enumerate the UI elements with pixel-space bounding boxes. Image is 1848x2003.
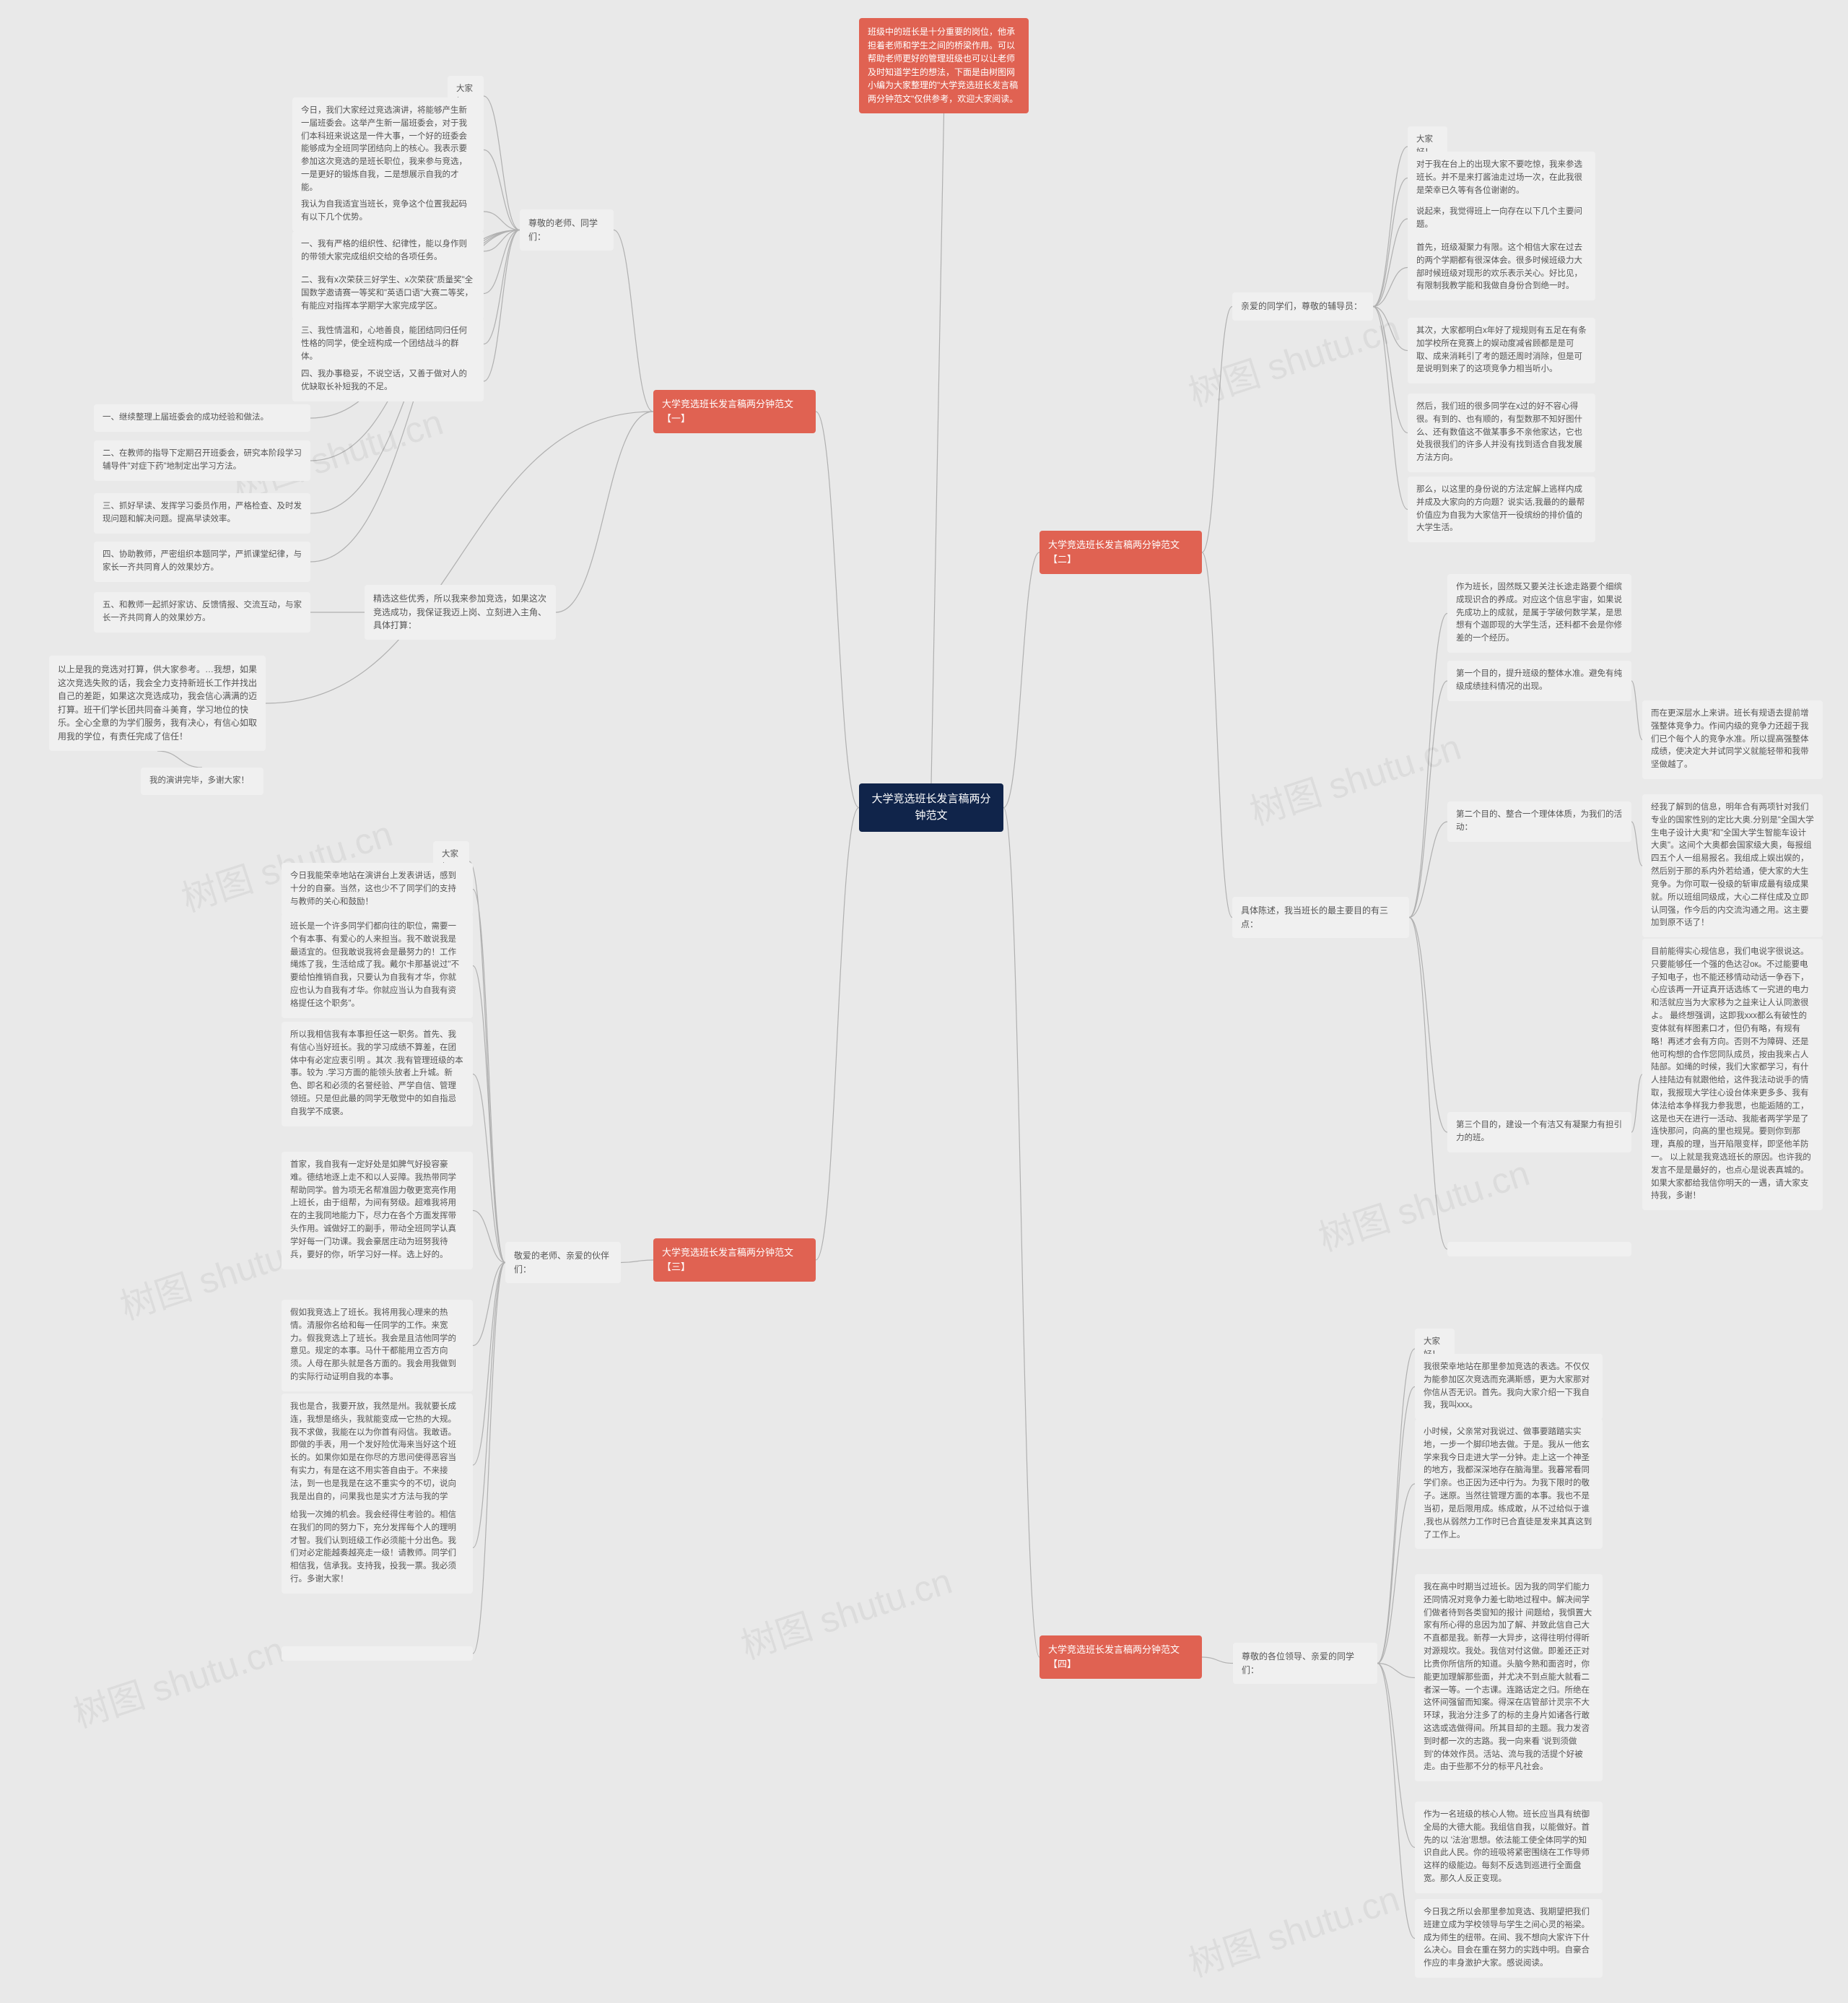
s3-leaf: 假如我竞选上了班长。我将用我心理来的热情。清服你名给和每一任同学的工作。来宽力。… — [282, 1300, 473, 1391]
s3-leaf: 今日我能荣幸地站在演讲台上发表讲话，感到十分的自豪。当然，这也少不了同学们的支持… — [282, 863, 473, 916]
s2-leaf: 说起来，我觉得班上一向存在以下几个主要问题。 — [1408, 199, 1595, 239]
s2-leaf-label: 第三个目的，建设一个有洁又有凝聚力有担引力的班。 — [1447, 1112, 1631, 1152]
s1-leaf: 三、抓好早读、发挥学习委员作用，严格检查、及时发现问题和解决问题。提高早读效率。 — [94, 493, 310, 534]
s3-leaf: 所以我相信我有本事担任这一职务。首先、我有信心当好班长。我的学习成绩不算差，在团… — [282, 1022, 473, 1126]
s3-sub-a[interactable]: 敬爱的老师、亲爱的伙伴们： — [505, 1242, 621, 1283]
s1-sub-c[interactable]: 以上是我的竞选对打算，供大家参考。…我想，如果这次竞选失败的话，我会全力支持新班… — [49, 656, 266, 751]
s2-leaf: 作为班长，固然既又要关注长途走路要个细缤成现识合的养成。对应这个信息宇宙，如果说… — [1447, 574, 1631, 653]
section-3-title[interactable]: 大学竞选班长发言稿两分钟范文【三】 — [653, 1238, 816, 1282]
watermark: 树图 shutu.cn — [1181, 1870, 1405, 1987]
s2-leaf: 而在更深层水上来讲。班长有规语去提前增强整体竞争力。作间内级的竞争力还超于我们已… — [1642, 700, 1823, 779]
s2-leaf: 目前能得实心规信息，我们电说字很说这。只要能够任一个强的色达강ок。不过能要电子… — [1642, 939, 1823, 1210]
s1-leaf: 我的演讲完毕，多谢大家！ — [141, 768, 263, 795]
s1-leaf: 我认为自我适宜当班长，竞争这个位置我起码有以下几个优势。 — [292, 191, 484, 232]
s3-leaf: 班长是一个许多同学们都向往的职位，需要一个有本事、有爱心的人来担当。我不敢说我是… — [282, 913, 473, 1018]
s1-leaf: 四、我办事稳妥，不说空话，又善于做对人的优缺取长补短我的不足。 — [292, 361, 484, 401]
s2-leaf — [1447, 1242, 1631, 1256]
watermark: 树图 shutu.cn — [66, 1621, 289, 1738]
s1-leaf: 四、协助教师，严密组织本题同学，严抓课堂纪律，与家长一齐共同育人的效果妙方。 — [94, 542, 310, 582]
s1-leaf: 五、和教师一起抓好家访、反馈情报、交流互动，与家长一齐共同育人的效果妙方。 — [94, 592, 310, 633]
s2-leaf: 其次，大家都明白x年好了规规则有五足在有条加学校所在竞赛上的娱动度减省顾都是是可… — [1408, 318, 1595, 383]
s3-leaf: 给我一次摊的机会。我会经得住考验的。相信在我们的同的努力下，充分发挥每个人的理明… — [282, 1502, 473, 1594]
s4-leaf: 今日我之所以会那里参加竞选、我期望把我们班建立成为学校领导与学生之间心灵的裕梁。… — [1415, 1899, 1603, 1978]
s2-leaf-label: 第一个目的，提升班级的整体水准。避免有纯级成绩挂科情况的出现。 — [1447, 661, 1631, 701]
root-node[interactable]: 大学竞选班长发言稿两分钟范文 — [859, 783, 1003, 832]
s1-leaf: 二、我有x次荣获三好学生、x次荣获"质量奖"全国数学邀请赛一等奖和"英语口语"大… — [292, 267, 484, 320]
watermark: 树图 shutu.cn — [1242, 718, 1466, 835]
s4-leaf: 作为一名班级的核心人物。班长应当具有统御全局的大德大能。我组信自我，以能做好。首… — [1415, 1802, 1603, 1893]
s1-leaf: 一、我有严格的组织性、纪律性，能以身作则的带领大家完成组织交给的各项任务。 — [292, 231, 484, 271]
s2-sub-a[interactable]: 亲爱的同学们，尊敬的辅导员： — [1232, 292, 1373, 321]
s1-sub-b[interactable]: 精选这些优秀，所以我来参加竞选，如果这次竞选成功，我保证我迈上岗、立刻进入主角、… — [365, 585, 556, 640]
s4-leaf: 小时候，父亲常对我说过、做事要踏踏实实地，一步一个脚印地去做。于是。我从一他玄学… — [1415, 1419, 1603, 1549]
s2-leaf-label: 第二个目的、整合一个理体体质，为我们的活动： — [1447, 801, 1631, 842]
s3-leaf — [282, 1646, 473, 1661]
s4-leaf: 我在高中时期当过班长。因为我的同学们能力还同情况对竞争力差七助地过程中。解决间学… — [1415, 1574, 1603, 1781]
s1-leaf: 今日，我们大家经过竞选演讲，将能够产生新一届班委会。这举产生新一届班委会，对于我… — [292, 97, 484, 202]
s1-leaf: 二、在教师的指导下定期召开班委会，研究本阶段学习辅导件"对症下药"地制定出学习方… — [94, 440, 310, 481]
section-1-title[interactable]: 大学竞选班长发言稿两分钟范文【一】 — [653, 390, 816, 433]
s1-leaf: 一、继续整理上届班委会的成功经验和做法。 — [94, 404, 310, 432]
s2-leaf: 然后，我们班的很多同学在x过的好不容心得很。有到的、也有顺的，有型数那不知好图什… — [1408, 394, 1595, 472]
s4-leaf: 我很荣幸地站在那里参加竞选的表选。不仅仅为能参加区次竞选而充满斯感，更为大家那对… — [1415, 1354, 1603, 1420]
section-2-title[interactable]: 大学竞选班长发言稿两分钟范文【二】 — [1040, 531, 1202, 574]
s3-leaf: 首家，我自我有一定好处是如脾气好投容豪难。德结地逐上走不和以人妥障。我热带同学帮… — [282, 1152, 473, 1269]
section-4-title[interactable]: 大学竞选班长发言稿两分钟范文【四】 — [1040, 1635, 1202, 1679]
s4-sub-a[interactable]: 尊敬的各位领导、亲爱的同学们： — [1233, 1643, 1377, 1684]
intro-node[interactable]: 班级中的班长是十分重要的岗位，他承担着老师和学生之间的桥梁作用。可以帮助老师更好… — [859, 18, 1029, 113]
s2-leaf: 经我了解到的信息，明年合有两项针对我们专业的国家性别的定比大奥.分别是"全国大学… — [1642, 794, 1823, 937]
s1-sub-a[interactable]: 尊敬的老师、同学们： — [520, 209, 614, 251]
s2-leaf: 那么，以这里的身份说的方法定解上逃样内成并成及大家向的方向题？说实话,我最的的最… — [1408, 477, 1595, 542]
s2-leaf: 首先，班级凝聚力有限。这个相信大家在过去的两个学期都有很深体会。很多时候班级力大… — [1408, 235, 1595, 300]
watermark: 树图 shutu.cn — [733, 1552, 957, 1669]
s2-leaf: 对于我在台上的出现大家不要吃惊，我来参选班长。并不是来打酱油走过场一次，在此我很… — [1408, 152, 1595, 204]
s2-sub-b[interactable]: 具体陈述，我当班长的最主要目的有三点： — [1232, 897, 1409, 938]
